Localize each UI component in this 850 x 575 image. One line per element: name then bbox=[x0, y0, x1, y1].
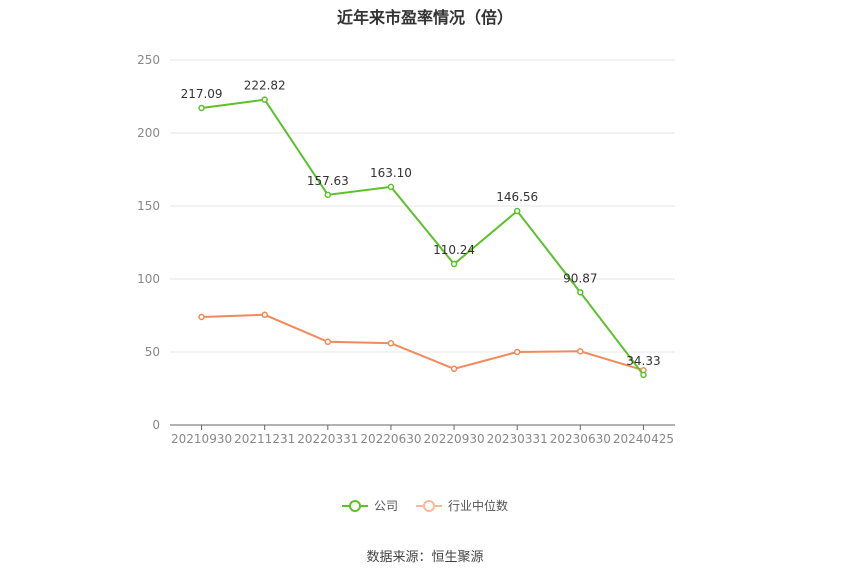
series-line-0 bbox=[201, 98, 645, 376]
chart-title: 近年来市盈率情况（倍） bbox=[336, 8, 513, 27]
legend-swatch-industry-icon bbox=[416, 499, 442, 513]
data-label: 34.33 bbox=[626, 354, 660, 368]
data-point[interactable] bbox=[261, 96, 268, 103]
y-tick-label: 200 bbox=[137, 126, 160, 140]
y-tick-label: 150 bbox=[137, 199, 160, 213]
series-line-1 bbox=[201, 313, 644, 372]
data-point[interactable] bbox=[261, 311, 268, 319]
data-point[interactable] bbox=[577, 348, 584, 355]
data-point[interactable] bbox=[513, 207, 521, 215]
x-tick-label: 20210930 bbox=[171, 432, 232, 446]
legend-item-industry-median[interactable]: 行业中位数 bbox=[416, 497, 508, 514]
legend: 公司 行业中位数 bbox=[0, 497, 850, 514]
x-tick-label: 20220331 bbox=[297, 432, 358, 446]
data-label: 222.82 bbox=[244, 79, 286, 93]
x-tick-label: 20211231 bbox=[234, 432, 295, 446]
series bbox=[198, 96, 647, 379]
legend-item-company[interactable]: 公司 bbox=[341, 497, 398, 514]
data-label: 146.56 bbox=[496, 190, 538, 204]
data-point[interactable] bbox=[324, 338, 332, 346]
data-point[interactable] bbox=[198, 104, 205, 112]
data-point[interactable] bbox=[640, 371, 647, 379]
y-tick-label: 0 bbox=[152, 418, 160, 432]
y-tick-label: 100 bbox=[137, 272, 160, 286]
data-point[interactable] bbox=[324, 191, 332, 199]
data-point[interactable] bbox=[387, 339, 395, 347]
y-tick-label: 50 bbox=[145, 345, 160, 359]
x-tick-label: 20230331 bbox=[487, 432, 548, 446]
data-point[interactable] bbox=[198, 313, 205, 321]
data-point[interactable] bbox=[577, 289, 584, 296]
data-label: 110.24 bbox=[433, 243, 475, 257]
legend-swatch-company-icon bbox=[341, 499, 368, 513]
data-label: 90.87 bbox=[563, 271, 597, 285]
x-tick-label: 20230630 bbox=[550, 432, 611, 446]
grid-lines bbox=[170, 59, 675, 353]
y-tick-label: 250 bbox=[137, 53, 160, 67]
data-labels: 217.09 222.82 157.63 163.10 110.24 146.56 90.8… bbox=[181, 79, 661, 368]
data-point[interactable] bbox=[513, 348, 521, 356]
data-label: 217.09 bbox=[181, 87, 223, 101]
data-point[interactable] bbox=[450, 365, 458, 373]
x-tick-label: 20220630 bbox=[360, 432, 421, 446]
x-tick-label: 20240425 bbox=[613, 432, 674, 446]
data-point[interactable] bbox=[387, 183, 395, 191]
x-tick-label: 20220930 bbox=[424, 432, 485, 446]
data-point[interactable] bbox=[450, 260, 458, 268]
data-label: 163.10 bbox=[370, 166, 412, 180]
data-source: 数据来源：恒生聚源 bbox=[366, 550, 484, 565]
legend-label-company: 公司 bbox=[373, 499, 398, 513]
legend-label-industry-median: 行业中位数 bbox=[448, 499, 509, 513]
data-label: 157.63 bbox=[307, 174, 349, 188]
